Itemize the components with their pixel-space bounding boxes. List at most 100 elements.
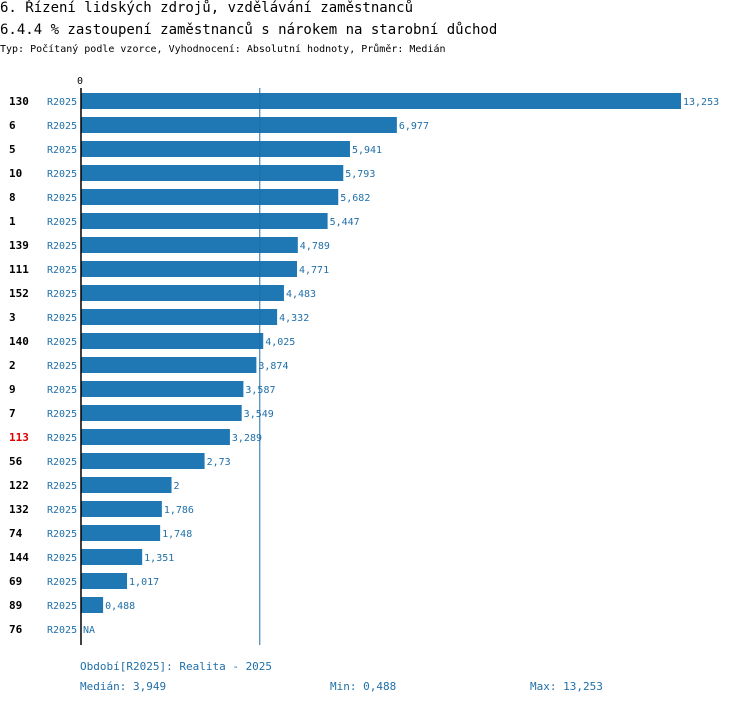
bar — [81, 93, 681, 109]
category-label: 69 — [9, 575, 22, 588]
category-label: 130 — [9, 95, 29, 108]
category-label: 10 — [9, 167, 22, 180]
category-label: 5 — [9, 143, 16, 156]
category-label: 56 — [9, 455, 23, 468]
value-label: 5,793 — [345, 169, 375, 180]
bar — [81, 117, 397, 133]
value-label: 3,549 — [244, 409, 274, 420]
bar — [81, 285, 284, 301]
series-label: R2025 — [47, 361, 77, 372]
category-label: 8 — [9, 191, 16, 204]
category-label: 111 — [9, 263, 29, 276]
period-label: Období[R2025]: Realita - 2025 — [80, 660, 273, 673]
bar — [81, 357, 257, 373]
category-label: 122 — [9, 479, 29, 492]
bar — [81, 213, 328, 229]
bar — [81, 141, 350, 157]
axis-zero-label: 0 — [77, 76, 83, 87]
value-label: 1,786 — [164, 505, 194, 516]
value-label: 4,025 — [265, 337, 295, 348]
value-label: 4,771 — [299, 265, 329, 276]
category-label: 140 — [9, 335, 29, 348]
bar — [81, 381, 244, 397]
min-summary: Min: 0,488 — [330, 680, 397, 693]
indicator-title: 6.4.4 % zastoupení zaměstnanců s nárokem… — [0, 22, 498, 38]
value-label: 5,682 — [340, 193, 370, 204]
value-label: 2,73 — [207, 457, 231, 468]
category-label: 2 — [9, 359, 16, 372]
category-label: 6 — [9, 119, 16, 132]
series-label: R2025 — [47, 337, 77, 348]
series-label: R2025 — [47, 409, 77, 420]
value-label: 3,289 — [232, 433, 262, 444]
value-label: 13,253 — [683, 97, 719, 108]
bar — [81, 453, 205, 469]
value-label: NA — [83, 625, 95, 636]
series-label: R2025 — [47, 601, 77, 612]
max-summary: Max: 13,253 — [530, 680, 603, 693]
value-label: 4,789 — [300, 241, 330, 252]
series-label: R2025 — [47, 553, 77, 564]
bar — [81, 597, 104, 613]
value-label: 3,874 — [258, 361, 288, 372]
value-label: 5,447 — [330, 217, 360, 228]
value-label: 6,977 — [399, 121, 429, 132]
series-label: R2025 — [47, 217, 77, 228]
series-label: R2025 — [47, 121, 77, 132]
series-label: R2025 — [47, 529, 77, 540]
bar — [81, 405, 242, 421]
bar — [81, 525, 161, 541]
bar — [81, 237, 298, 253]
bar — [81, 189, 339, 205]
value-label: 4,483 — [286, 289, 316, 300]
bar — [81, 261, 297, 277]
value-label: 4,332 — [279, 313, 309, 324]
series-label: R2025 — [47, 265, 77, 276]
bar — [81, 501, 162, 517]
series-label: R2025 — [47, 145, 77, 156]
category-label: 132 — [9, 503, 29, 516]
category-label: 76 — [9, 623, 23, 636]
series-label: R2025 — [47, 505, 77, 516]
median-summary: Medián: 3,949 — [80, 680, 167, 693]
bar — [81, 309, 278, 325]
value-label: 5,941 — [352, 145, 382, 156]
category-label: 89 — [9, 599, 22, 612]
category-label: 144 — [9, 551, 29, 564]
series-label: R2025 — [47, 169, 77, 180]
category-label: 1 — [9, 215, 16, 228]
series-label: R2025 — [47, 193, 77, 204]
category-label: 3 — [9, 311, 16, 324]
bar — [81, 165, 344, 181]
category-label: 9 — [9, 383, 16, 396]
bar-chart: 0 130 R2025 13,253 6 R2025 6,977 5 R2025 5,941 10 R… — [9, 76, 719, 645]
bar — [81, 429, 230, 445]
bar — [81, 477, 172, 493]
category-label: 7 — [9, 407, 16, 420]
value-label: 1,748 — [162, 529, 192, 540]
category-label: 139 — [9, 239, 29, 252]
series-label: R2025 — [47, 97, 77, 108]
section-title: 6. Řízení lidských zdrojů, vzdělávání za… — [0, 0, 414, 16]
bar — [81, 333, 264, 349]
series-label: R2025 — [47, 457, 77, 468]
series-label: R2025 — [47, 385, 77, 396]
value-label: 0,488 — [105, 601, 135, 612]
series-label: R2025 — [47, 433, 77, 444]
series-label: R2025 — [47, 625, 77, 636]
category-label: 152 — [9, 287, 29, 300]
bar — [81, 549, 143, 565]
series-label: R2025 — [47, 313, 77, 324]
series-label: R2025 — [47, 289, 77, 300]
value-label: 1,017 — [129, 577, 159, 588]
series-label: R2025 — [47, 577, 77, 588]
bar — [81, 573, 128, 589]
value-label: 2 — [174, 481, 180, 492]
value-label: 1,351 — [144, 553, 174, 564]
category-label: 74 — [9, 527, 23, 540]
series-label: R2025 — [47, 481, 77, 492]
value-label: 3,587 — [245, 385, 275, 396]
series-label: R2025 — [47, 241, 77, 252]
category-label: 113 — [9, 431, 29, 444]
chart-meta: Typ: Počítaný podle vzorce, Vyhodnocení:… — [0, 44, 446, 55]
